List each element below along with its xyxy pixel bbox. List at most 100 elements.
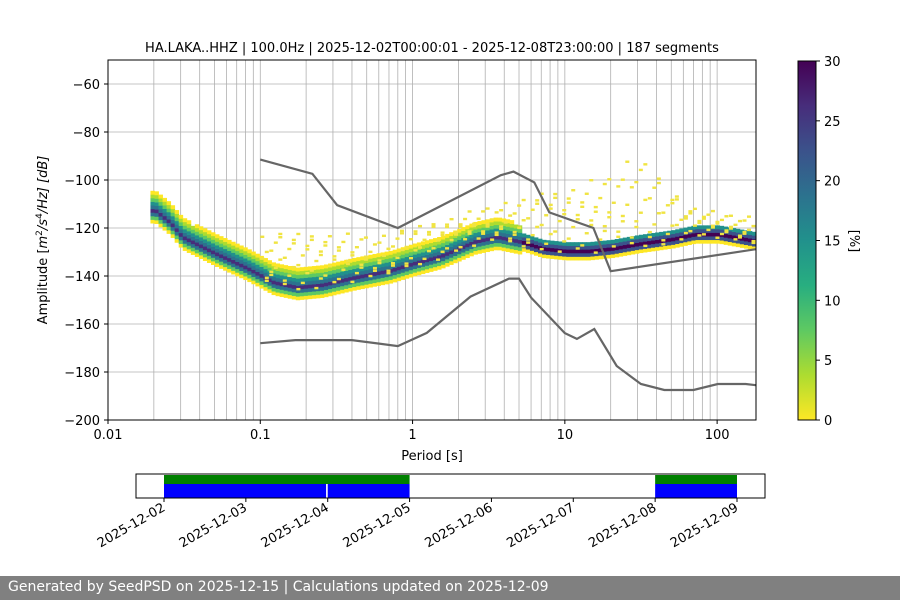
density-cell (550, 247, 555, 252)
density-cell (150, 205, 155, 210)
density-cell (517, 226, 522, 229)
density-cell (154, 209, 159, 214)
density-cell (566, 237, 571, 240)
density-cell (340, 264, 345, 269)
density-cell (255, 268, 260, 273)
density-cell (727, 238, 733, 243)
density-cell (263, 261, 268, 266)
density-cell (489, 222, 494, 226)
density-cell (692, 207, 697, 211)
density-cell (638, 241, 644, 246)
density-cell (239, 252, 244, 257)
density-cell (158, 219, 163, 224)
density-cell (194, 245, 200, 250)
density-cell (742, 219, 747, 222)
density-cell (255, 264, 260, 269)
density-cell (194, 231, 200, 236)
density-cell (461, 245, 466, 249)
density-cell (386, 269, 391, 272)
density-cell (247, 260, 252, 265)
density-cell (264, 276, 269, 280)
density-cell (295, 285, 301, 290)
density-cell (372, 269, 377, 272)
density-cell (311, 291, 317, 296)
density-cell (445, 225, 450, 229)
density-cell (303, 281, 309, 286)
density-cell (404, 260, 410, 265)
density-cell (675, 229, 680, 234)
density-cell (505, 222, 511, 227)
density-cell (501, 229, 507, 234)
y-tick-label: −140 (64, 270, 100, 285)
density-cell (263, 268, 268, 273)
density-cell (751, 242, 756, 247)
density-cell (616, 230, 621, 233)
density-cell (186, 227, 192, 232)
density-cell (659, 246, 664, 251)
density-cell (453, 237, 458, 242)
density-cell (198, 244, 204, 249)
density-cell (287, 276, 293, 281)
density-cell (743, 237, 749, 242)
density-cell (271, 276, 276, 281)
density-cell (544, 242, 549, 245)
density-cell (170, 234, 176, 238)
density-cell (723, 237, 729, 242)
density-cell (318, 277, 323, 280)
density-cell (521, 247, 527, 252)
density-cell (420, 241, 426, 246)
density-cell (413, 230, 418, 233)
density-cell (424, 261, 430, 266)
density-cell (388, 258, 394, 262)
density-cell (259, 270, 264, 275)
density-cell (352, 268, 357, 273)
density-cell (485, 223, 490, 226)
density-cell (614, 249, 620, 254)
density-cell (505, 219, 511, 224)
density-cell (606, 243, 612, 248)
timeline-tick-label: 2025-12-07 (504, 500, 577, 551)
density-cell (344, 284, 349, 289)
density-cell (582, 252, 587, 257)
density-cell (211, 239, 216, 244)
density-cell (211, 257, 216, 262)
density-cell (295, 278, 301, 283)
density-cell (558, 245, 563, 249)
density-cell (247, 263, 252, 268)
density-cell (190, 225, 196, 230)
density-cell (154, 202, 159, 207)
density-cell (441, 235, 446, 240)
density-cell (263, 283, 268, 288)
density-cell (235, 265, 240, 270)
density-cell (219, 239, 224, 244)
density-cell (723, 240, 729, 245)
density-cell (706, 228, 711, 232)
density-cell (683, 231, 688, 235)
density-cell (424, 251, 430, 255)
density-cell (634, 242, 640, 247)
density-cell (323, 274, 328, 277)
density-cell (211, 235, 216, 240)
density-cell (473, 229, 478, 234)
density-cell (324, 286, 329, 290)
density-cell (695, 236, 700, 241)
colorbar-tick-label: 30 (824, 55, 841, 70)
density-cell (533, 251, 539, 256)
density-cell (418, 262, 423, 266)
density-cell (616, 185, 621, 188)
density-cell (372, 243, 377, 246)
density-cell (227, 268, 232, 273)
density-cell (706, 213, 711, 216)
density-cell (178, 243, 184, 248)
density-cell (535, 199, 540, 202)
density-cell (586, 249, 591, 254)
density-cell (215, 245, 220, 249)
density-cell (493, 242, 499, 247)
density-cell (529, 250, 535, 255)
density-cell (283, 268, 289, 273)
density-cell (659, 242, 664, 247)
density-cell (215, 255, 220, 260)
density-cell (392, 271, 398, 276)
density-cell (380, 277, 385, 282)
density-cell (255, 282, 260, 287)
